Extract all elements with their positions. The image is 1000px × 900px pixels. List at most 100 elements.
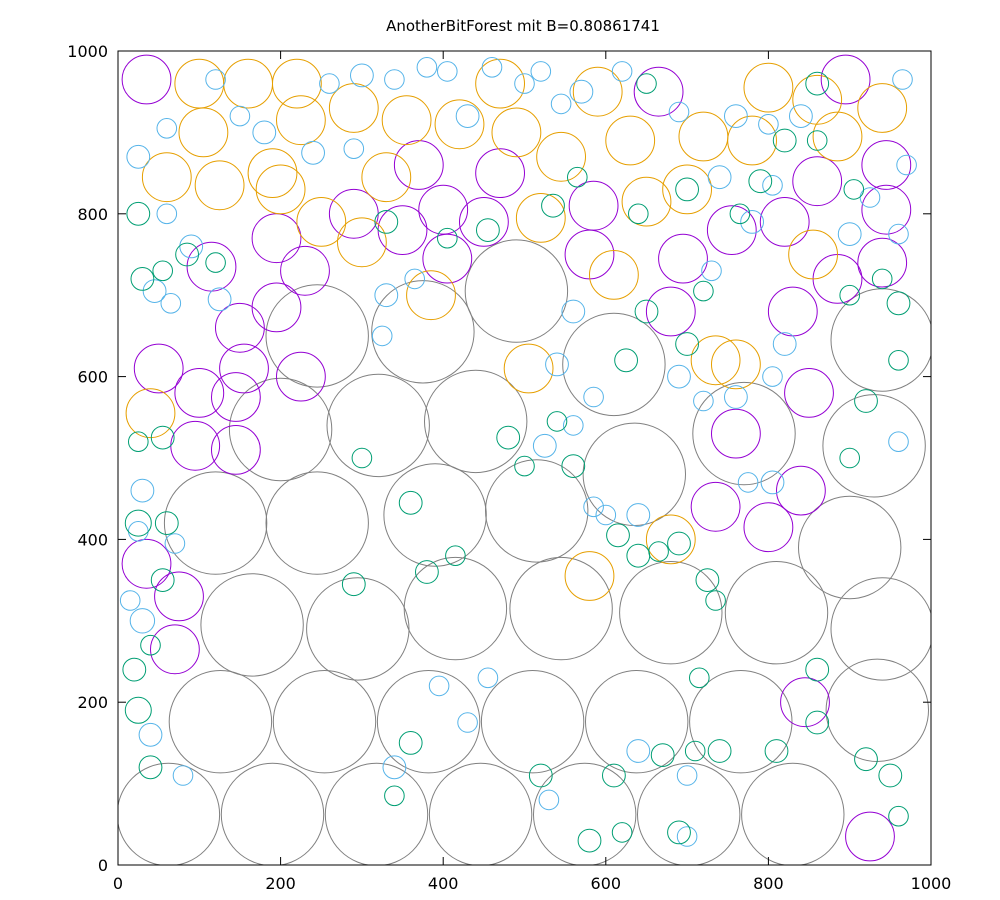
x-tick-label: 800 <box>753 874 784 893</box>
circle-orange-26 <box>276 95 326 146</box>
circle-teal-2 <box>122 657 147 682</box>
circle-orange-2 <box>272 58 322 109</box>
circle-sky-64 <box>563 415 584 436</box>
y-tick-label: 800 <box>77 205 108 224</box>
circle-orange-16 <box>792 74 843 125</box>
circle-sky-17 <box>693 390 714 412</box>
x-axis-ticks: 0 200 400 600 800 1000 <box>113 51 951 893</box>
circle-sky-35 <box>319 73 340 94</box>
circle-gray-14 <box>200 573 304 677</box>
circle-teal-20 <box>854 747 878 772</box>
circle-teal-42 <box>806 130 828 151</box>
circle-sky-2 <box>129 608 156 634</box>
circle-teal-49 <box>871 268 893 290</box>
circle-sky-13 <box>404 268 426 290</box>
circle-gray-8 <box>272 670 377 774</box>
circle-sky-11 <box>207 287 232 312</box>
circle-gray-12 <box>689 670 793 774</box>
circle-orange-14 <box>727 115 777 166</box>
circle-orange-27 <box>296 197 347 247</box>
circle-sky-53 <box>888 431 909 453</box>
circle-teal-4 <box>150 568 175 592</box>
circle-orange-11 <box>589 250 639 300</box>
circle-teal-59 <box>626 543 651 568</box>
circle-sky-18 <box>724 385 748 409</box>
circle-purple-29 <box>658 233 708 284</box>
circle-orange-21 <box>690 335 741 386</box>
circle-sky-63 <box>532 433 557 458</box>
circle-orange-20 <box>711 339 761 390</box>
circle-teal-30 <box>205 252 226 273</box>
circle-purple-36 <box>861 184 912 235</box>
y-tick-label: 0 <box>98 856 108 875</box>
circle-gray-3 <box>428 762 533 865</box>
circle-purple-35 <box>857 237 908 288</box>
circle-sky-24 <box>707 165 732 190</box>
circle-sky-8 <box>676 826 698 847</box>
circle-sky-7 <box>676 765 698 786</box>
circle-purple-31 <box>706 205 757 256</box>
circle-purple-5 <box>711 408 761 459</box>
circle-purple-24 <box>475 148 526 199</box>
circle-gray-21 <box>163 471 268 575</box>
circle-purple-12 <box>211 425 261 475</box>
circle-sky-25 <box>724 104 748 128</box>
circle-teal-46 <box>854 389 878 413</box>
circle-purple-41 <box>121 54 172 105</box>
circle-orange-0 <box>174 58 225 109</box>
circle-teal-36 <box>628 203 649 225</box>
circle-orange-34 <box>645 514 696 565</box>
circle-purple-33 <box>792 156 843 207</box>
circle-teal-29 <box>175 242 200 267</box>
circle-sky-32 <box>455 104 480 128</box>
circle-orange-23 <box>141 152 192 203</box>
circle-sky-19 <box>762 366 783 387</box>
circle-sky-1 <box>138 722 163 747</box>
circle-sky-12 <box>374 283 399 308</box>
circle-marks <box>118 54 931 865</box>
circle-orange-17 <box>812 111 863 162</box>
y-tick-label: 400 <box>77 530 108 549</box>
x-tick-label: 0 <box>113 874 123 893</box>
y-tick-label: 200 <box>77 693 108 712</box>
circle-orange-7 <box>491 107 542 158</box>
circle-teal-9 <box>384 785 405 807</box>
circle-teal-12 <box>602 763 626 788</box>
circle-gray-35 <box>562 312 666 417</box>
circle-gray-16 <box>403 556 508 661</box>
circle-gray-32 <box>265 284 369 388</box>
circle-sky-61 <box>626 503 651 527</box>
circle-sky-38 <box>179 234 204 259</box>
circle-orange-4 <box>381 95 432 146</box>
circle-teal-18 <box>805 710 830 735</box>
circle-teal-43 <box>843 179 865 200</box>
circle-purple-0 <box>845 811 895 862</box>
circle-sky-14 <box>545 352 569 377</box>
circle-teal-65 <box>614 348 638 373</box>
circle-teal-14 <box>684 740 706 762</box>
circle-teal-31 <box>374 210 399 234</box>
circle-teal-32 <box>437 227 458 249</box>
circle-gray-26 <box>692 381 796 486</box>
circle-sky-42 <box>205 69 226 90</box>
circle-orange-18 <box>857 83 908 133</box>
circle-sky-3 <box>128 521 149 542</box>
circle-sky-39 <box>156 203 178 225</box>
circle-purple-30 <box>645 286 696 337</box>
chart-title: AnotherBitForest mit B=0.80861741 <box>386 17 660 35</box>
circle-gray-20 <box>830 577 931 681</box>
circle-purple-16 <box>251 213 302 264</box>
circle-sky-45 <box>481 57 503 78</box>
circle-sky-36 <box>252 120 277 145</box>
circle-teal-40 <box>772 128 797 153</box>
circle-sky-70 <box>477 667 499 689</box>
x-tick-label: 1000 <box>911 874 952 893</box>
circle-orange-33 <box>503 343 554 394</box>
circle-purple-40 <box>633 66 684 117</box>
x-tick-label: 200 <box>265 874 296 893</box>
circle-orange-35 <box>564 551 615 601</box>
circle-sky-60 <box>583 496 604 518</box>
circle-teal-50 <box>839 284 861 306</box>
circle-orange-32 <box>536 131 586 182</box>
